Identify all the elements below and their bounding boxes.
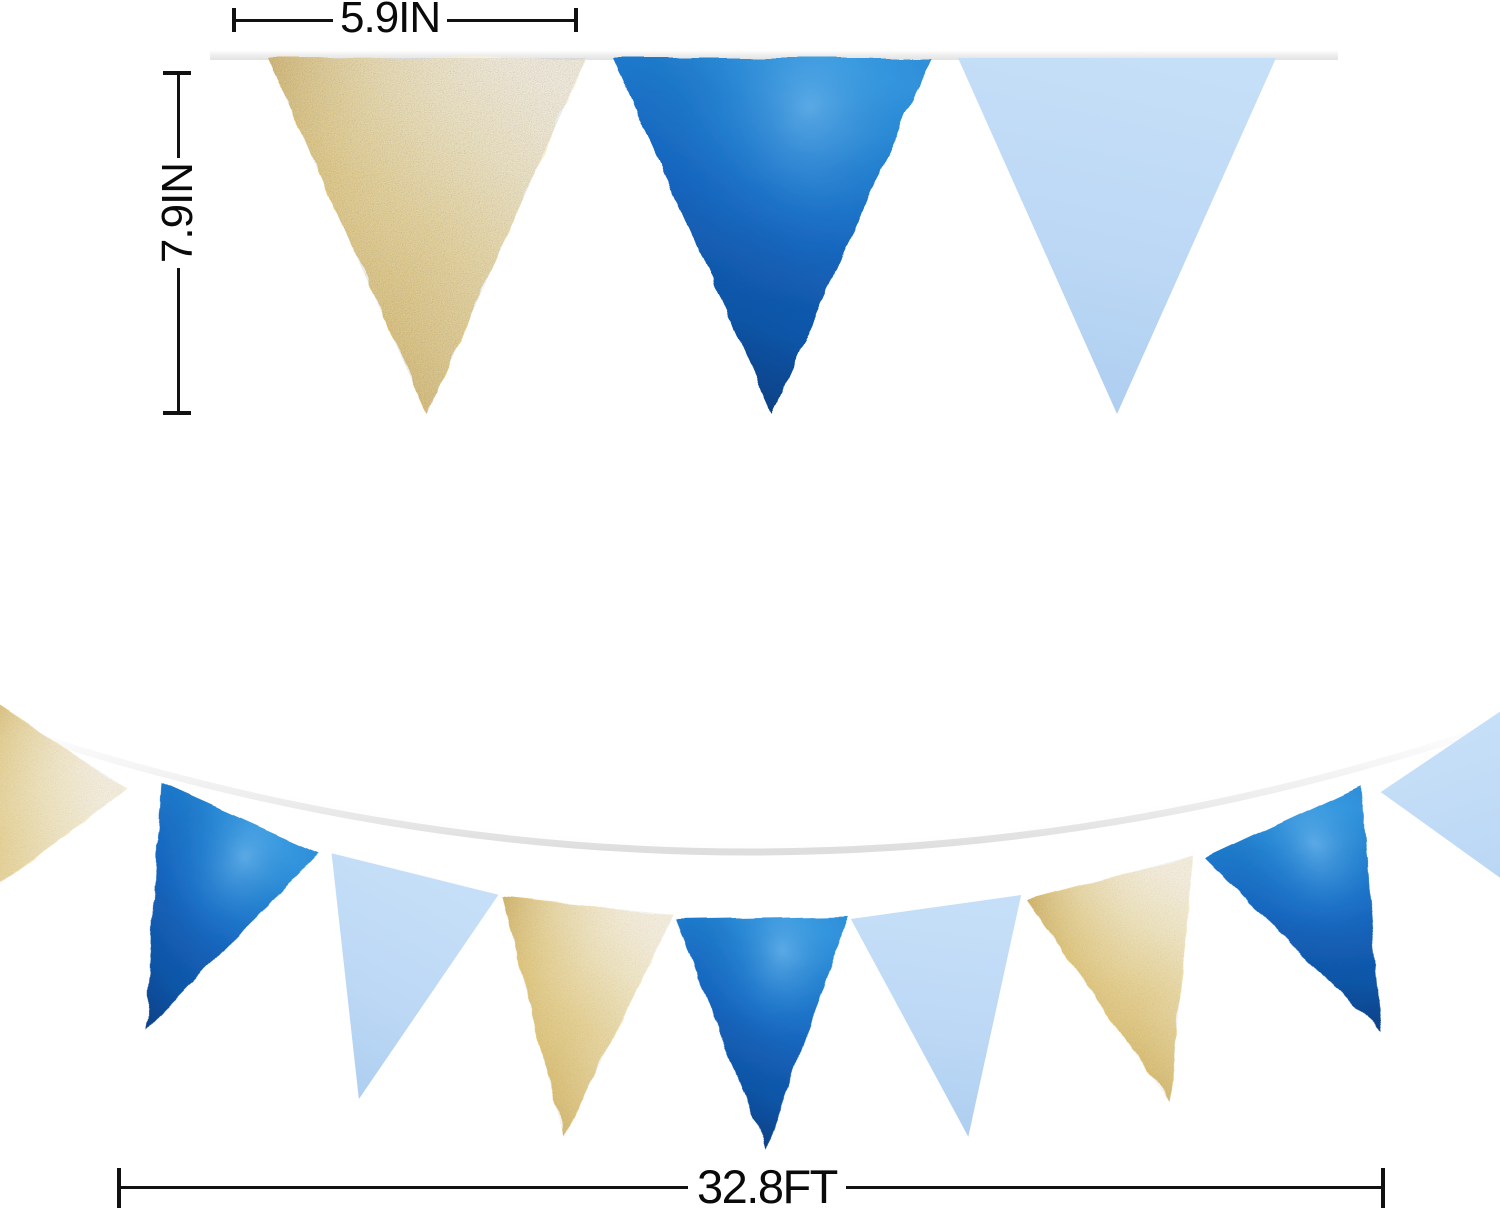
flag-sample-row (0, 0, 1500, 470)
dimension-cap-right-top (574, 8, 578, 32)
hanging-cord-drape (0, 715, 1500, 856)
pennant-flag-gold-drape-7 (1026, 855, 1253, 1125)
dimension-label-flag-width: 5.9IN (333, 0, 448, 40)
pennant-flag-royal-blue-drape-8 (1205, 785, 1459, 1069)
pennant-flag-royal-blue-drape-5 (676, 916, 852, 1151)
garland-drape (0, 695, 1500, 1150)
pennant-flag-royal-blue-sample (613, 58, 931, 414)
hanging-ribbon-top (210, 51, 1338, 60)
pennant-flag-light-blue-sample (958, 58, 1276, 414)
pennant-flag-light-blue-drape-6 (850, 895, 1054, 1149)
dimension-cap-left-top (232, 8, 236, 32)
pennant-flag-light-blue-drape-3 (275, 853, 499, 1120)
dimension-cap-left-bottom (117, 1168, 121, 1208)
dimension-cap-top-left (163, 71, 191, 75)
pennant-flag-gold-sample (268, 58, 586, 414)
pennant-flag-light-blue-drape-9 (1380, 695, 1500, 985)
pennant-flag-gold-drape-4 (478, 897, 674, 1146)
dimension-cap-bottom-left (163, 411, 191, 415)
dimension-label-total-length: 32.8FT (688, 1163, 846, 1210)
pennant-flag-gold-drape-1 (0, 695, 128, 983)
pennant-flag-royal-blue-drape-2 (67, 783, 319, 1065)
dimension-cap-right-bottom (1381, 1168, 1385, 1208)
